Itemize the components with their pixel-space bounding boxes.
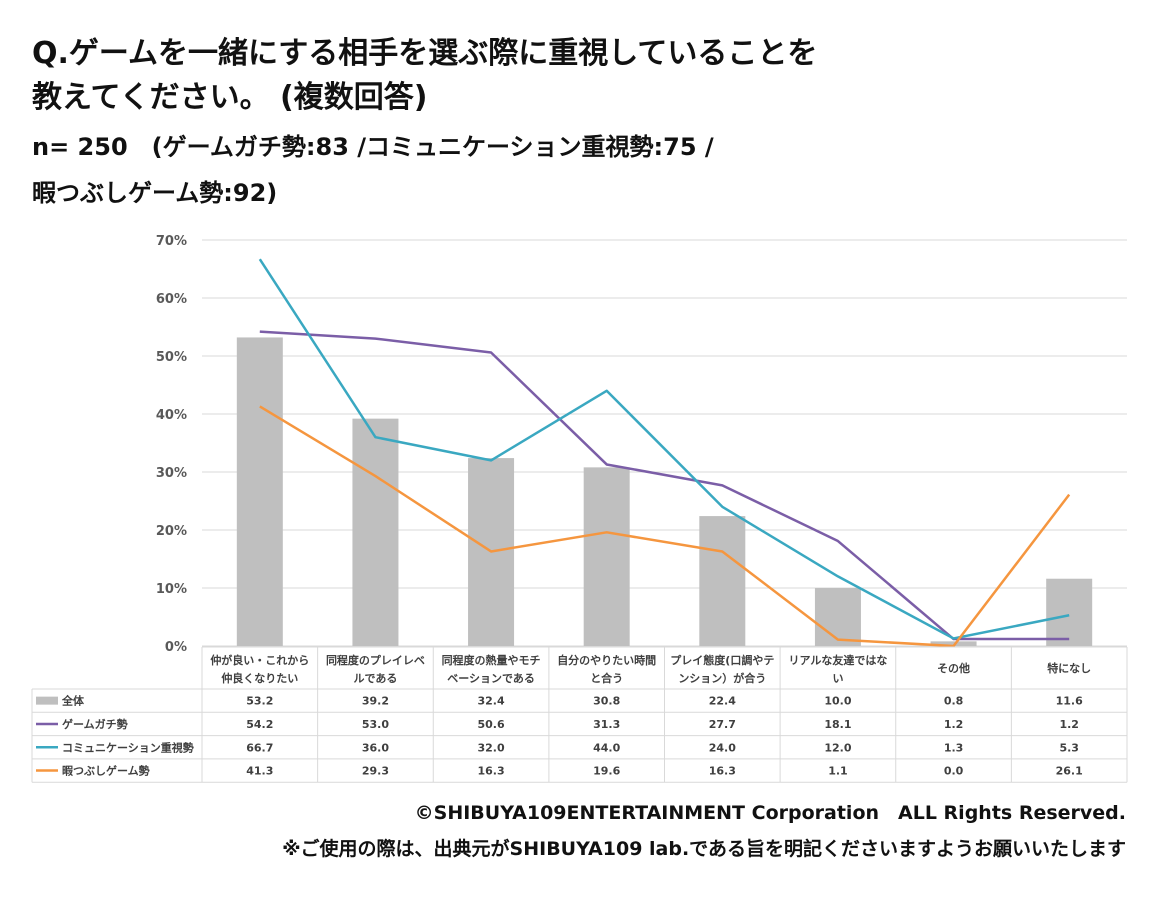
data-label: 36.0 (362, 741, 389, 754)
bar-3 (583, 467, 630, 646)
line-series-1 (259, 330, 1070, 641)
data-label: 1.1 (828, 765, 848, 778)
legend-label: 全体 (61, 694, 85, 708)
data-label: 32.0 (477, 741, 504, 754)
y-tick-label: 40% (156, 408, 187, 423)
chart-title-line1: Q.ゲームを一緒にする相手を選ぶ際に重視していることを (32, 36, 818, 71)
data-label: 30.8 (593, 695, 620, 708)
data-label: 18.1 (824, 718, 851, 731)
y-tick-label: 50% (156, 350, 187, 365)
data-label: 19.6 (593, 765, 620, 778)
x-category-label: 特になし (1047, 661, 1091, 675)
x-category-label: 仲が良い・これから (210, 653, 309, 667)
data-label: 1.2 (944, 718, 964, 731)
data-label: 50.6 (477, 718, 504, 731)
line-series-2 (258, 258, 1070, 640)
x-category-label: と合う (590, 671, 623, 685)
bar-0 (236, 337, 283, 646)
y-tick-label: 60% (156, 292, 187, 307)
bar-7 (1046, 578, 1093, 646)
bar-6 (930, 641, 977, 646)
data-label: 41.3 (246, 765, 273, 778)
y-tick-label: 10% (156, 582, 187, 597)
sample-size-line1: n= 250 (ゲームガチ勢:83 /コミュニケーション重視勢:75 / (32, 133, 714, 161)
data-label: 29.3 (362, 765, 389, 778)
data-label: 31.3 (593, 718, 620, 731)
bar-5 (814, 588, 861, 646)
x-category-label: プレイ態度(口調やテ (670, 653, 774, 667)
x-category-label: い (832, 672, 843, 685)
data-label: 26.1 (1056, 765, 1083, 778)
bar-4 (699, 516, 746, 646)
bar-1 (352, 418, 399, 646)
x-category-label: 同程度の熱量やモチ (442, 653, 541, 667)
legend-label: コミュニケーション重視勢 (62, 740, 194, 754)
data-label: 16.3 (709, 765, 736, 778)
legend-label: 暇つぶしゲーム勢 (62, 764, 150, 778)
legend-key-bar (36, 696, 58, 705)
x-category-label: リアルな友達ではな (788, 653, 887, 667)
copyright: ©SHIBUYA109ENTERTAINMENT Corporation ALL… (414, 802, 1126, 824)
data-label: 12.0 (824, 741, 851, 754)
data-label: 11.6 (1056, 695, 1083, 708)
x-category-label: 同程度のプレイレベ (326, 653, 425, 667)
usage-notice: ※ご使用の際は、出典元がSHIBUYA109 lab.である旨を明記くださいます… (282, 838, 1126, 860)
y-tick-label: 0% (165, 640, 187, 655)
line-series-3 (259, 405, 1071, 648)
x-category-label: その他 (937, 661, 970, 675)
data-label: 5.3 (1059, 741, 1079, 754)
data-label: 22.4 (709, 695, 736, 708)
data-label: 0.8 (944, 695, 964, 708)
data-label: 24.0 (709, 741, 736, 754)
sample-size-line2: 暇つぶしゲーム勢:92) (32, 179, 278, 207)
data-label: 66.7 (246, 741, 273, 754)
data-label: 1.3 (944, 741, 964, 754)
chart-title-line2: 教えてください。 (複数回答) (32, 80, 428, 115)
data-label: 1.2 (1059, 718, 1079, 731)
y-tick-label: 20% (156, 524, 187, 539)
legend-label: ゲームガチ勢 (62, 717, 128, 731)
data-label: 10.0 (824, 695, 851, 708)
data-label: 54.2 (246, 718, 273, 731)
data-label: 53.0 (362, 718, 389, 731)
x-category-label: 自分のやりたい時間 (557, 653, 656, 667)
x-category-label: ルである (353, 672, 397, 685)
y-tick-label: 30% (156, 466, 187, 481)
data-label: 0.0 (944, 765, 964, 778)
x-category-label: ベーションである (447, 672, 535, 685)
data-label: 44.0 (593, 741, 620, 754)
data-label: 32.4 (477, 695, 504, 708)
y-tick-label: 70% (156, 234, 187, 249)
data-label: 27.7 (709, 718, 736, 731)
data-label: 39.2 (362, 695, 389, 708)
data-label: 53.2 (246, 695, 273, 708)
x-category-label: 仲良くなりたい (221, 671, 298, 685)
data-label: 16.3 (477, 765, 504, 778)
x-category-label: ンション）が合う (678, 671, 766, 685)
